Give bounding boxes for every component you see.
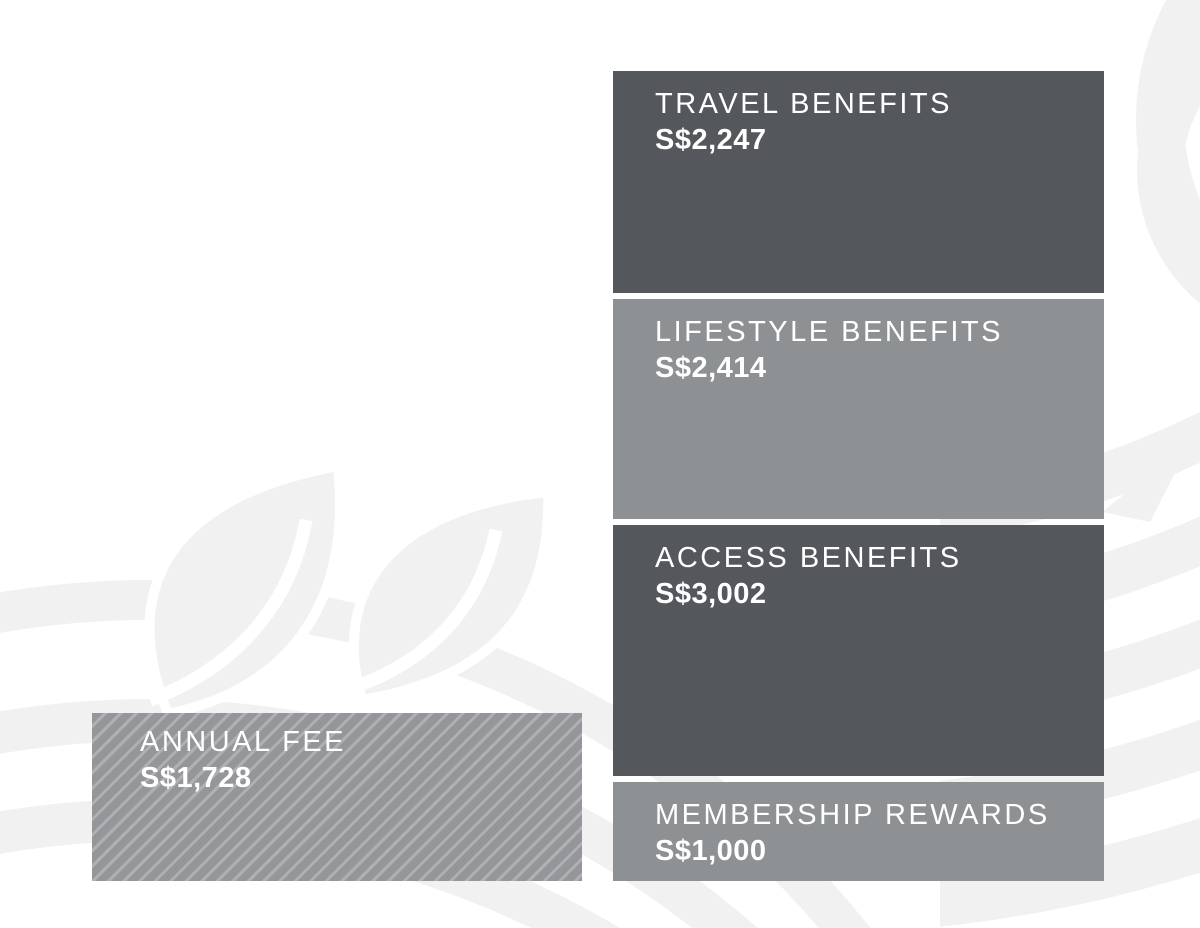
annual-fee-value: S$1,728 (140, 762, 252, 794)
segment-membership-rewards: MEMBERSHIP REWARDS S$1,000 (613, 782, 1104, 881)
segment-value: S$3,002 (655, 578, 767, 610)
watermark-petals (144, 440, 1192, 720)
benefits-stack: TRAVEL BENEFITS S$2,247 LIFESTYLE BENEFI… (613, 71, 1104, 881)
annual-fee-label: ANNUAL FEE (140, 726, 347, 758)
annual-fee-bar: ANNUAL FEE S$1,728 (92, 713, 582, 881)
segment-value: S$2,414 (655, 352, 767, 384)
segment-travel-benefits: TRAVEL BENEFITS S$2,247 (613, 71, 1104, 293)
segment-label: TRAVEL BENEFITS (655, 88, 952, 120)
segment-label: LIFESTYLE BENEFITS (655, 316, 1003, 348)
segment-lifestyle-benefits: LIFESTYLE BENEFITS S$2,414 (613, 299, 1104, 519)
segment-value: S$2,247 (655, 124, 767, 156)
segment-label: MEMBERSHIP REWARDS (655, 799, 1050, 831)
segment-label: ACCESS BENEFITS (655, 542, 962, 574)
segment-access-benefits: ACCESS BENEFITS S$3,002 (613, 525, 1104, 776)
watermark-right-arcs (940, 0, 1200, 927)
segment-value: S$1,000 (655, 835, 767, 867)
